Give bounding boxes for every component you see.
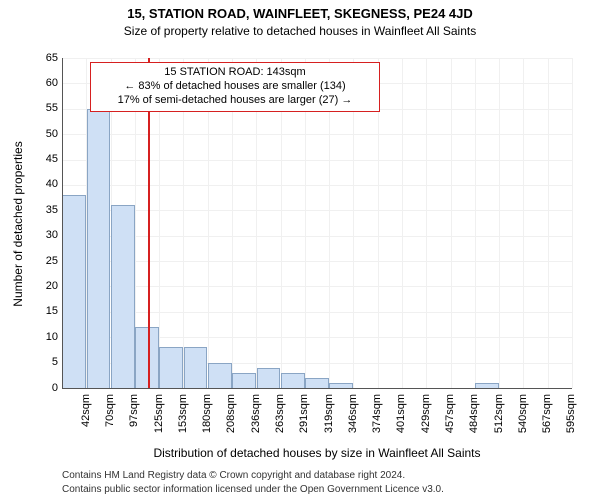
y-tick-label: 5 xyxy=(28,356,58,368)
x-tick-label: 208sqm xyxy=(225,394,237,454)
bar xyxy=(184,347,208,388)
chart-title: 15, STATION ROAD, WAINFLEET, SKEGNESS, P… xyxy=(0,6,600,21)
x-tick-label: 125sqm xyxy=(153,394,165,454)
y-tick-label: 40 xyxy=(28,178,58,190)
grid-line xyxy=(572,58,573,388)
footnote: Contains HM Land Registry data © Crown c… xyxy=(62,470,405,481)
x-tick-label: 346sqm xyxy=(347,394,359,454)
annotation-box: 15 STATION ROAD: 143sqm ← 83% of detache… xyxy=(90,62,380,112)
grid-line xyxy=(62,236,572,237)
grid-line xyxy=(62,210,572,211)
axis-line xyxy=(62,58,63,388)
x-tick-label: 42sqm xyxy=(80,394,92,454)
x-tick-label: 429sqm xyxy=(420,394,432,454)
axis-line xyxy=(62,388,572,389)
bar xyxy=(257,368,281,388)
grid-line xyxy=(426,58,427,388)
bar xyxy=(208,363,232,388)
x-tick-label: 484sqm xyxy=(468,394,480,454)
bar xyxy=(281,373,305,388)
bar xyxy=(135,327,159,388)
x-tick-label: 374sqm xyxy=(371,394,383,454)
x-tick-label: 291sqm xyxy=(298,394,310,454)
x-tick-label: 512sqm xyxy=(493,394,505,454)
grid-line xyxy=(499,58,500,388)
grid-line xyxy=(62,134,572,135)
y-tick-label: 65 xyxy=(28,52,58,64)
y-tick-label: 30 xyxy=(28,229,58,241)
bar xyxy=(232,373,256,388)
grid-line xyxy=(548,58,549,388)
y-tick-label: 10 xyxy=(28,331,58,343)
y-axis-label: Number of detached properties xyxy=(11,59,25,389)
x-tick-label: 540sqm xyxy=(517,394,529,454)
chart-subtitle: Size of property relative to detached ho… xyxy=(0,24,600,38)
bar xyxy=(159,347,183,388)
y-tick-label: 55 xyxy=(28,102,58,114)
grid-line xyxy=(475,58,476,388)
grid-line xyxy=(402,58,403,388)
x-tick-label: 567sqm xyxy=(541,394,553,454)
bar xyxy=(62,195,86,388)
x-tick-label: 319sqm xyxy=(323,394,335,454)
grid-line xyxy=(62,312,572,313)
y-tick-label: 45 xyxy=(28,153,58,165)
x-tick-label: 70sqm xyxy=(104,394,116,454)
y-tick-label: 25 xyxy=(28,255,58,267)
x-tick-label: 153sqm xyxy=(177,394,189,454)
x-tick-label: 180sqm xyxy=(201,394,213,454)
x-tick-label: 457sqm xyxy=(444,394,456,454)
y-tick-label: 35 xyxy=(28,204,58,216)
x-tick-label: 595sqm xyxy=(565,394,577,454)
annotation-line: 17% of semi-detached houses are larger (… xyxy=(94,94,376,108)
bar xyxy=(305,378,329,388)
y-tick-label: 0 xyxy=(28,382,58,394)
y-tick-label: 20 xyxy=(28,280,58,292)
grid-line xyxy=(62,58,572,59)
y-tick-label: 50 xyxy=(28,128,58,140)
x-tick-label: 401sqm xyxy=(395,394,407,454)
grid-line xyxy=(62,261,572,262)
chart-container: { "layout": { "image_w": 600, "image_h":… xyxy=(0,0,600,500)
grid-line xyxy=(62,286,572,287)
grid-line xyxy=(523,58,524,388)
grid-line xyxy=(451,58,452,388)
x-tick-label: 97sqm xyxy=(128,394,140,454)
y-tick-label: 60 xyxy=(28,77,58,89)
footnote: Contains public sector information licen… xyxy=(62,484,444,495)
bar xyxy=(87,109,111,388)
grid-line xyxy=(62,160,572,161)
annotation-line: 15 STATION ROAD: 143sqm xyxy=(94,66,376,80)
bar xyxy=(111,205,135,388)
x-tick-label: 263sqm xyxy=(274,394,286,454)
annotation-line: ← 83% of detached houses are smaller (13… xyxy=(94,80,376,94)
grid-line xyxy=(62,185,572,186)
x-tick-label: 236sqm xyxy=(250,394,262,454)
y-tick-label: 15 xyxy=(28,305,58,317)
